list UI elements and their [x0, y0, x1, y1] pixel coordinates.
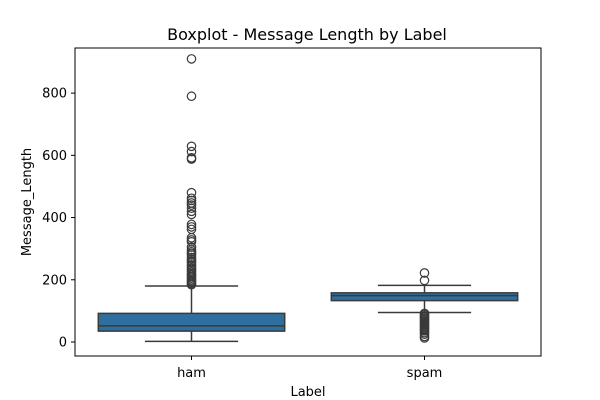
outlier-point [186, 141, 197, 152]
outlier-point [419, 268, 430, 278]
outlier-point [186, 242, 197, 252]
y-axis: 0 200 400 600 800 [42, 87, 75, 351]
outlier-point [186, 222, 197, 232]
outlier-point [186, 195, 197, 206]
outlier-point [186, 187, 197, 198]
y-tick-label: 400 [42, 211, 67, 226]
outlier-point [419, 333, 430, 343]
y-tick-label: 800 [42, 87, 67, 102]
outlier-point [186, 279, 197, 290]
box-group-spam [330, 268, 519, 343]
chart-title: Boxplot - Message Length by Label [167, 25, 447, 44]
outlier-point [186, 54, 197, 64]
box-group-ham [97, 54, 286, 343]
outlier-point [186, 206, 197, 217]
x-axis-label: Label [290, 385, 325, 400]
outlier-point [186, 146, 197, 157]
x-tick-label: spam [407, 366, 443, 381]
x-axis: ham spam [177, 356, 442, 381]
y-tick-label: 0 [59, 336, 67, 351]
plot-frame [74, 47, 542, 357]
outlier-point [186, 219, 197, 230]
plot-area [97, 54, 519, 343]
outlier-point [186, 250, 197, 260]
outlier-point [186, 91, 197, 102]
y-tick-label: 600 [42, 149, 67, 164]
iqr-box [330, 292, 519, 302]
outlier-point [419, 275, 430, 286]
y-tick-label: 200 [42, 273, 67, 288]
x-tick-label: ham [177, 366, 206, 381]
outlier-point [186, 200, 197, 210]
outlier-point [186, 203, 197, 214]
outlier-point [186, 154, 197, 164]
y-axis-label: Message_Length [20, 148, 35, 256]
iqr-box [97, 312, 286, 332]
outlier-point [186, 209, 197, 220]
